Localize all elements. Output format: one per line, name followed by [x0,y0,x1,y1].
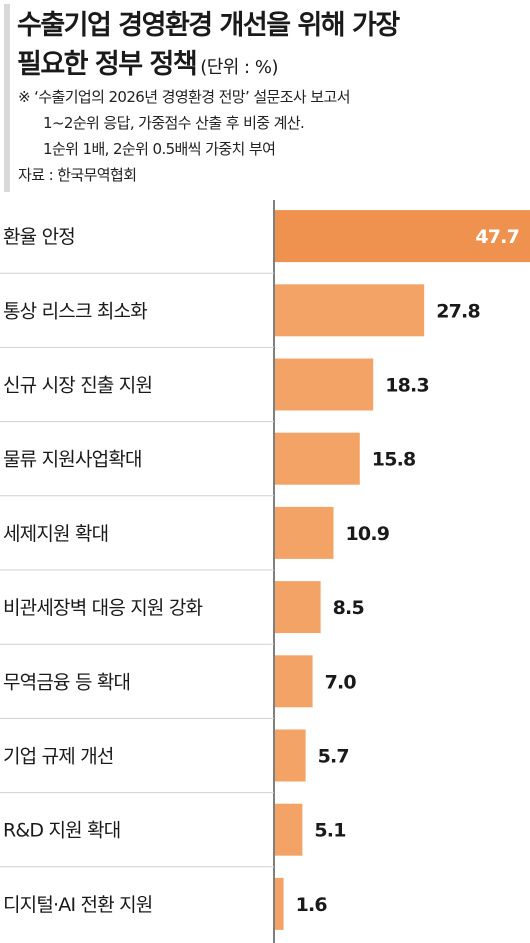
chart-header: 수출기업 경영환경 개선을 위해 가장 필요한 정부 정책 (단위 : %) ※ … [0,0,530,196]
value-label: 15.8 [372,449,416,471]
method-note: 1~2순위 응답, 가중점수 산출 후 비중 계산. [43,114,305,132]
category-label: 신규 시장 진출 지원 [3,375,152,397]
value-label: 8.5 [333,597,364,619]
bar [275,729,306,782]
chart-title-line2: 필요한 정부 정책 (단위 : %) [17,42,278,81]
category-label: 비관세장벽 대응 지원 강화 [3,597,203,619]
category-label: 환율 안정 [3,226,75,248]
value-label: 7.0 [325,671,357,693]
category-label: R&D 지원 확대 [3,820,120,842]
weight-note: 1순위 1배, 2순위 0.5배씩 가중치 부여 [43,140,276,158]
category-label: 물류 지원사업확대 [3,449,142,471]
bar [275,655,313,708]
bar [275,506,334,559]
title-accent-bar [4,4,10,192]
survey-note: ※ ‘수출기업의 2026년 경영환경 전망’ 설문조사 보고서 [18,88,350,106]
bar-chart: 환율 안정 47.7 통상 리스크 최소화 27.8 신규 시장 진출 지원 18.3 물류… [0,196,530,943]
bar [275,581,321,634]
category-label: 디지털·AI 전환 지원 [3,894,152,916]
value-label: 18.3 [385,375,429,397]
category-label: 세제지원 확대 [3,523,108,545]
value-label: 47.7 [475,226,519,248]
bar [275,358,374,411]
bar [275,877,284,930]
category-label: 기업 규제 개선 [3,746,114,768]
category-label: 통상 리스크 최소화 [3,300,147,322]
value-label: 1.6 [296,894,328,916]
category-label: 무역금융 등 확대 [3,671,130,693]
bar [275,432,360,485]
chart-title-line1: 수출기업 경영환경 개선을 위해 가장 [17,10,400,41]
source-note: 자료 : 한국무역협회 [18,166,137,184]
value-label: 5.1 [314,820,345,842]
bar [275,803,303,856]
value-label: 10.9 [345,523,389,545]
unit-label: (단위 : %) [200,57,278,78]
value-label: 5.7 [318,746,349,768]
bar [275,210,530,263]
value-label: 27.8 [436,300,480,322]
bar-chart-svg: 환율 안정 47.7 통상 리스크 최소화 27.8 신규 시장 진출 지원 18.3 물류… [0,200,530,943]
chart-title-line2-text: 필요한 정부 정책 [17,49,198,80]
bar [275,284,425,337]
